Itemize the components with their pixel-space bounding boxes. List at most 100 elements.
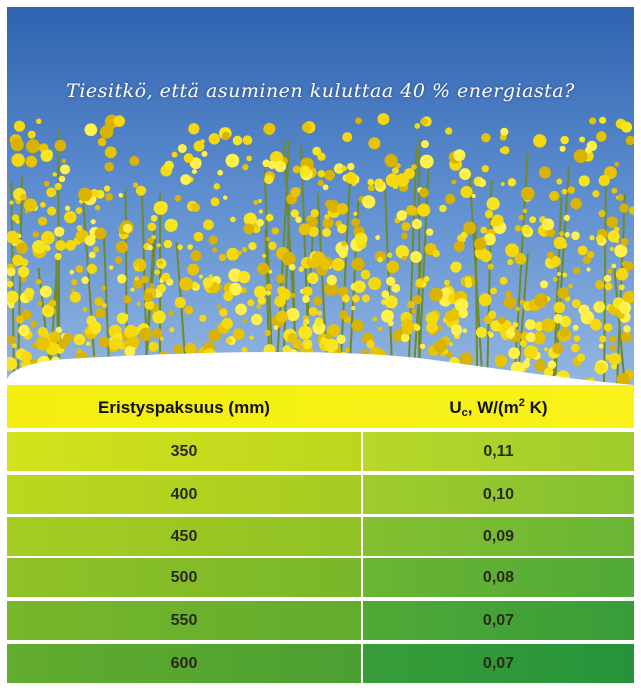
blossom <box>102 303 107 308</box>
blossom <box>293 166 301 174</box>
blossom <box>454 241 465 252</box>
blossom <box>352 182 357 187</box>
blossom <box>368 137 380 149</box>
blossom <box>249 335 253 339</box>
blossom <box>341 241 347 247</box>
blossom <box>151 215 158 222</box>
blossom <box>568 284 573 289</box>
blossom <box>77 349 82 354</box>
blossom <box>433 250 440 257</box>
blossom <box>70 292 81 303</box>
blossom <box>342 295 350 303</box>
blossom <box>141 276 149 284</box>
blossom <box>63 333 73 343</box>
blossom <box>318 180 324 186</box>
blossom <box>523 209 528 214</box>
blossom <box>378 327 383 332</box>
blossom <box>184 306 193 315</box>
blossom <box>544 347 548 351</box>
blossom <box>337 224 346 233</box>
blossom <box>429 288 443 302</box>
blossom <box>386 261 399 274</box>
blossom <box>55 183 62 190</box>
blossom <box>217 305 222 310</box>
blossom <box>264 175 273 184</box>
blossom <box>154 201 168 215</box>
blossom <box>49 299 56 306</box>
blossom <box>578 245 588 255</box>
blossom <box>242 247 247 252</box>
blossom <box>118 193 123 198</box>
blossom <box>123 295 131 303</box>
blossom <box>412 219 422 229</box>
blossom <box>16 220 20 224</box>
blossom <box>445 127 452 134</box>
blossom <box>495 355 508 368</box>
blossom <box>614 162 619 167</box>
blossom <box>16 315 25 324</box>
blossom <box>95 308 105 318</box>
blossom <box>604 275 612 283</box>
blossom <box>78 188 92 202</box>
blossom <box>54 227 64 237</box>
blossom <box>440 352 445 357</box>
blossom <box>157 284 166 293</box>
blossom <box>226 337 232 343</box>
blossom <box>211 197 220 206</box>
blossom <box>579 137 585 143</box>
blossom <box>434 340 447 353</box>
blossom <box>507 259 513 265</box>
blossom <box>85 123 98 136</box>
blossom <box>47 207 56 216</box>
blossom <box>577 353 585 361</box>
blossom <box>410 251 422 263</box>
blossom <box>147 222 156 231</box>
blossom <box>287 333 297 343</box>
blossom <box>55 140 67 152</box>
blossom <box>74 334 85 345</box>
blossom <box>589 235 594 240</box>
header-cell: Uc, W/(m2 K) <box>363 385 634 428</box>
blossom <box>268 161 276 169</box>
table-cell: 0,07 <box>363 644 634 683</box>
blossom <box>521 187 535 201</box>
blossom <box>104 162 114 172</box>
blossom <box>604 323 613 332</box>
blossom <box>237 251 242 256</box>
blossom <box>53 172 58 177</box>
blossom <box>49 331 61 343</box>
blossom <box>522 360 530 368</box>
blossom <box>302 339 312 349</box>
blossom <box>444 280 450 286</box>
blossom <box>28 131 36 139</box>
blossom <box>65 206 70 211</box>
blossom <box>579 175 590 186</box>
blossom <box>7 281 13 288</box>
blossom <box>11 153 24 166</box>
blossom <box>302 122 312 132</box>
blossom <box>243 223 254 234</box>
blossom <box>505 290 511 296</box>
blossom <box>83 307 88 312</box>
blossom <box>247 299 254 306</box>
blossom <box>194 232 204 242</box>
table-cell: 0,11 <box>363 432 634 471</box>
blossom <box>590 319 602 331</box>
blossom <box>315 317 324 326</box>
blossom <box>192 169 197 174</box>
blossom <box>508 347 520 359</box>
blossom <box>488 331 492 335</box>
blossom <box>115 256 123 264</box>
blossom <box>91 219 96 224</box>
blossom <box>256 304 261 309</box>
blossom <box>476 327 487 338</box>
blossom <box>180 174 191 185</box>
blossom <box>318 170 325 177</box>
blossom <box>596 131 606 141</box>
blossom <box>512 322 518 328</box>
blossom <box>504 296 516 308</box>
blossom <box>226 154 240 168</box>
blossom <box>209 133 220 144</box>
blossom <box>525 319 536 330</box>
blossom <box>362 294 370 302</box>
